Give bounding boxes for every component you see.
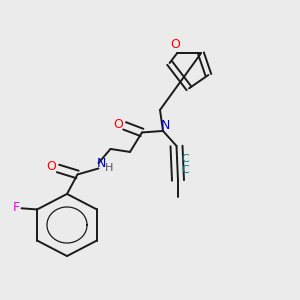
Text: N: N (161, 119, 170, 132)
Text: H: H (105, 164, 113, 173)
Text: O: O (46, 160, 56, 173)
Text: C: C (182, 154, 189, 164)
Text: F: F (13, 201, 20, 214)
Text: C: C (182, 165, 189, 175)
Text: O: O (113, 118, 123, 131)
Text: N: N (97, 158, 106, 170)
Text: O: O (171, 38, 180, 51)
